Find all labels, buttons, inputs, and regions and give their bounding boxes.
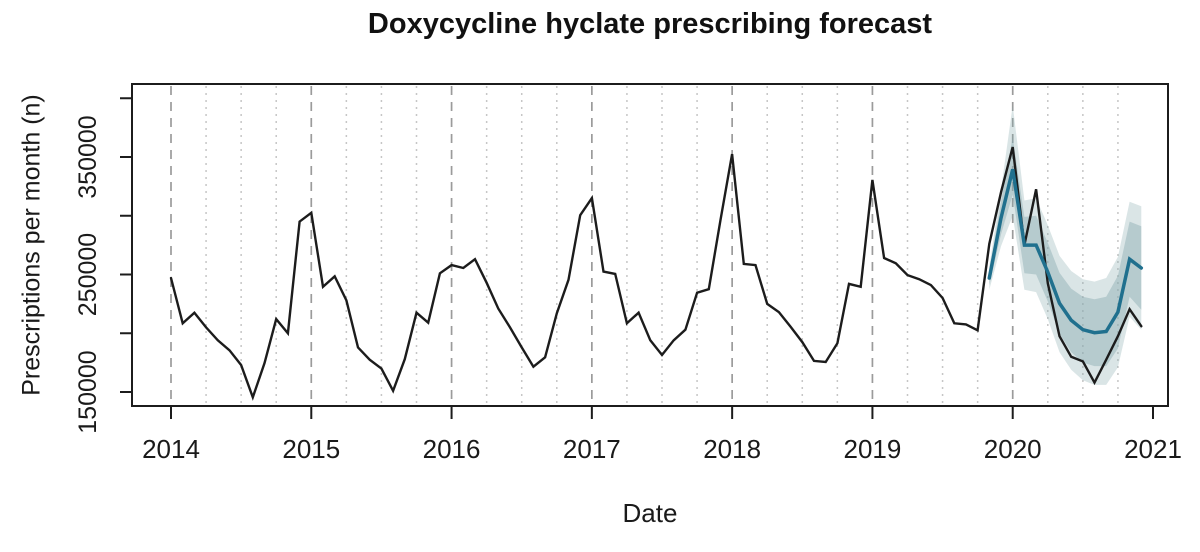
prediction-bands [989,105,1142,385]
y-axis-label: Prescriptions per month (n) [17,94,46,396]
x-tick-label: 2020 [984,434,1042,464]
x-tick-label: 2016 [423,434,481,464]
gridlines [170,86,1119,405]
series-lines [169,146,1144,401]
x-tick-label: 2021 [1124,434,1182,464]
x-axis-label: Date [622,498,678,528]
axis-tick-labels: 150000 250000 350000 2014 2015 2016 2017 2018 20… [74,115,1182,464]
band-80-interval [989,137,1142,367]
band-95-interval [989,105,1142,385]
y-tick-label: 250000 [74,233,102,316]
y-tick-label: 350000 [74,115,102,198]
observed-line [169,146,1143,401]
x-tick-label: 2019 [844,434,902,464]
y-tick-label: 150000 [74,350,102,433]
x-tick-label: 2014 [142,434,200,464]
axis-ticks [120,97,1154,419]
plot-border [131,83,1169,407]
x-tick-label: 2015 [282,434,340,464]
chart-title: Doxycycline hyclate prescribing forecast [367,8,933,40]
x-tick-label: 2017 [563,434,621,464]
forecast-line [987,168,1144,335]
x-tick-label: 2018 [703,434,761,464]
